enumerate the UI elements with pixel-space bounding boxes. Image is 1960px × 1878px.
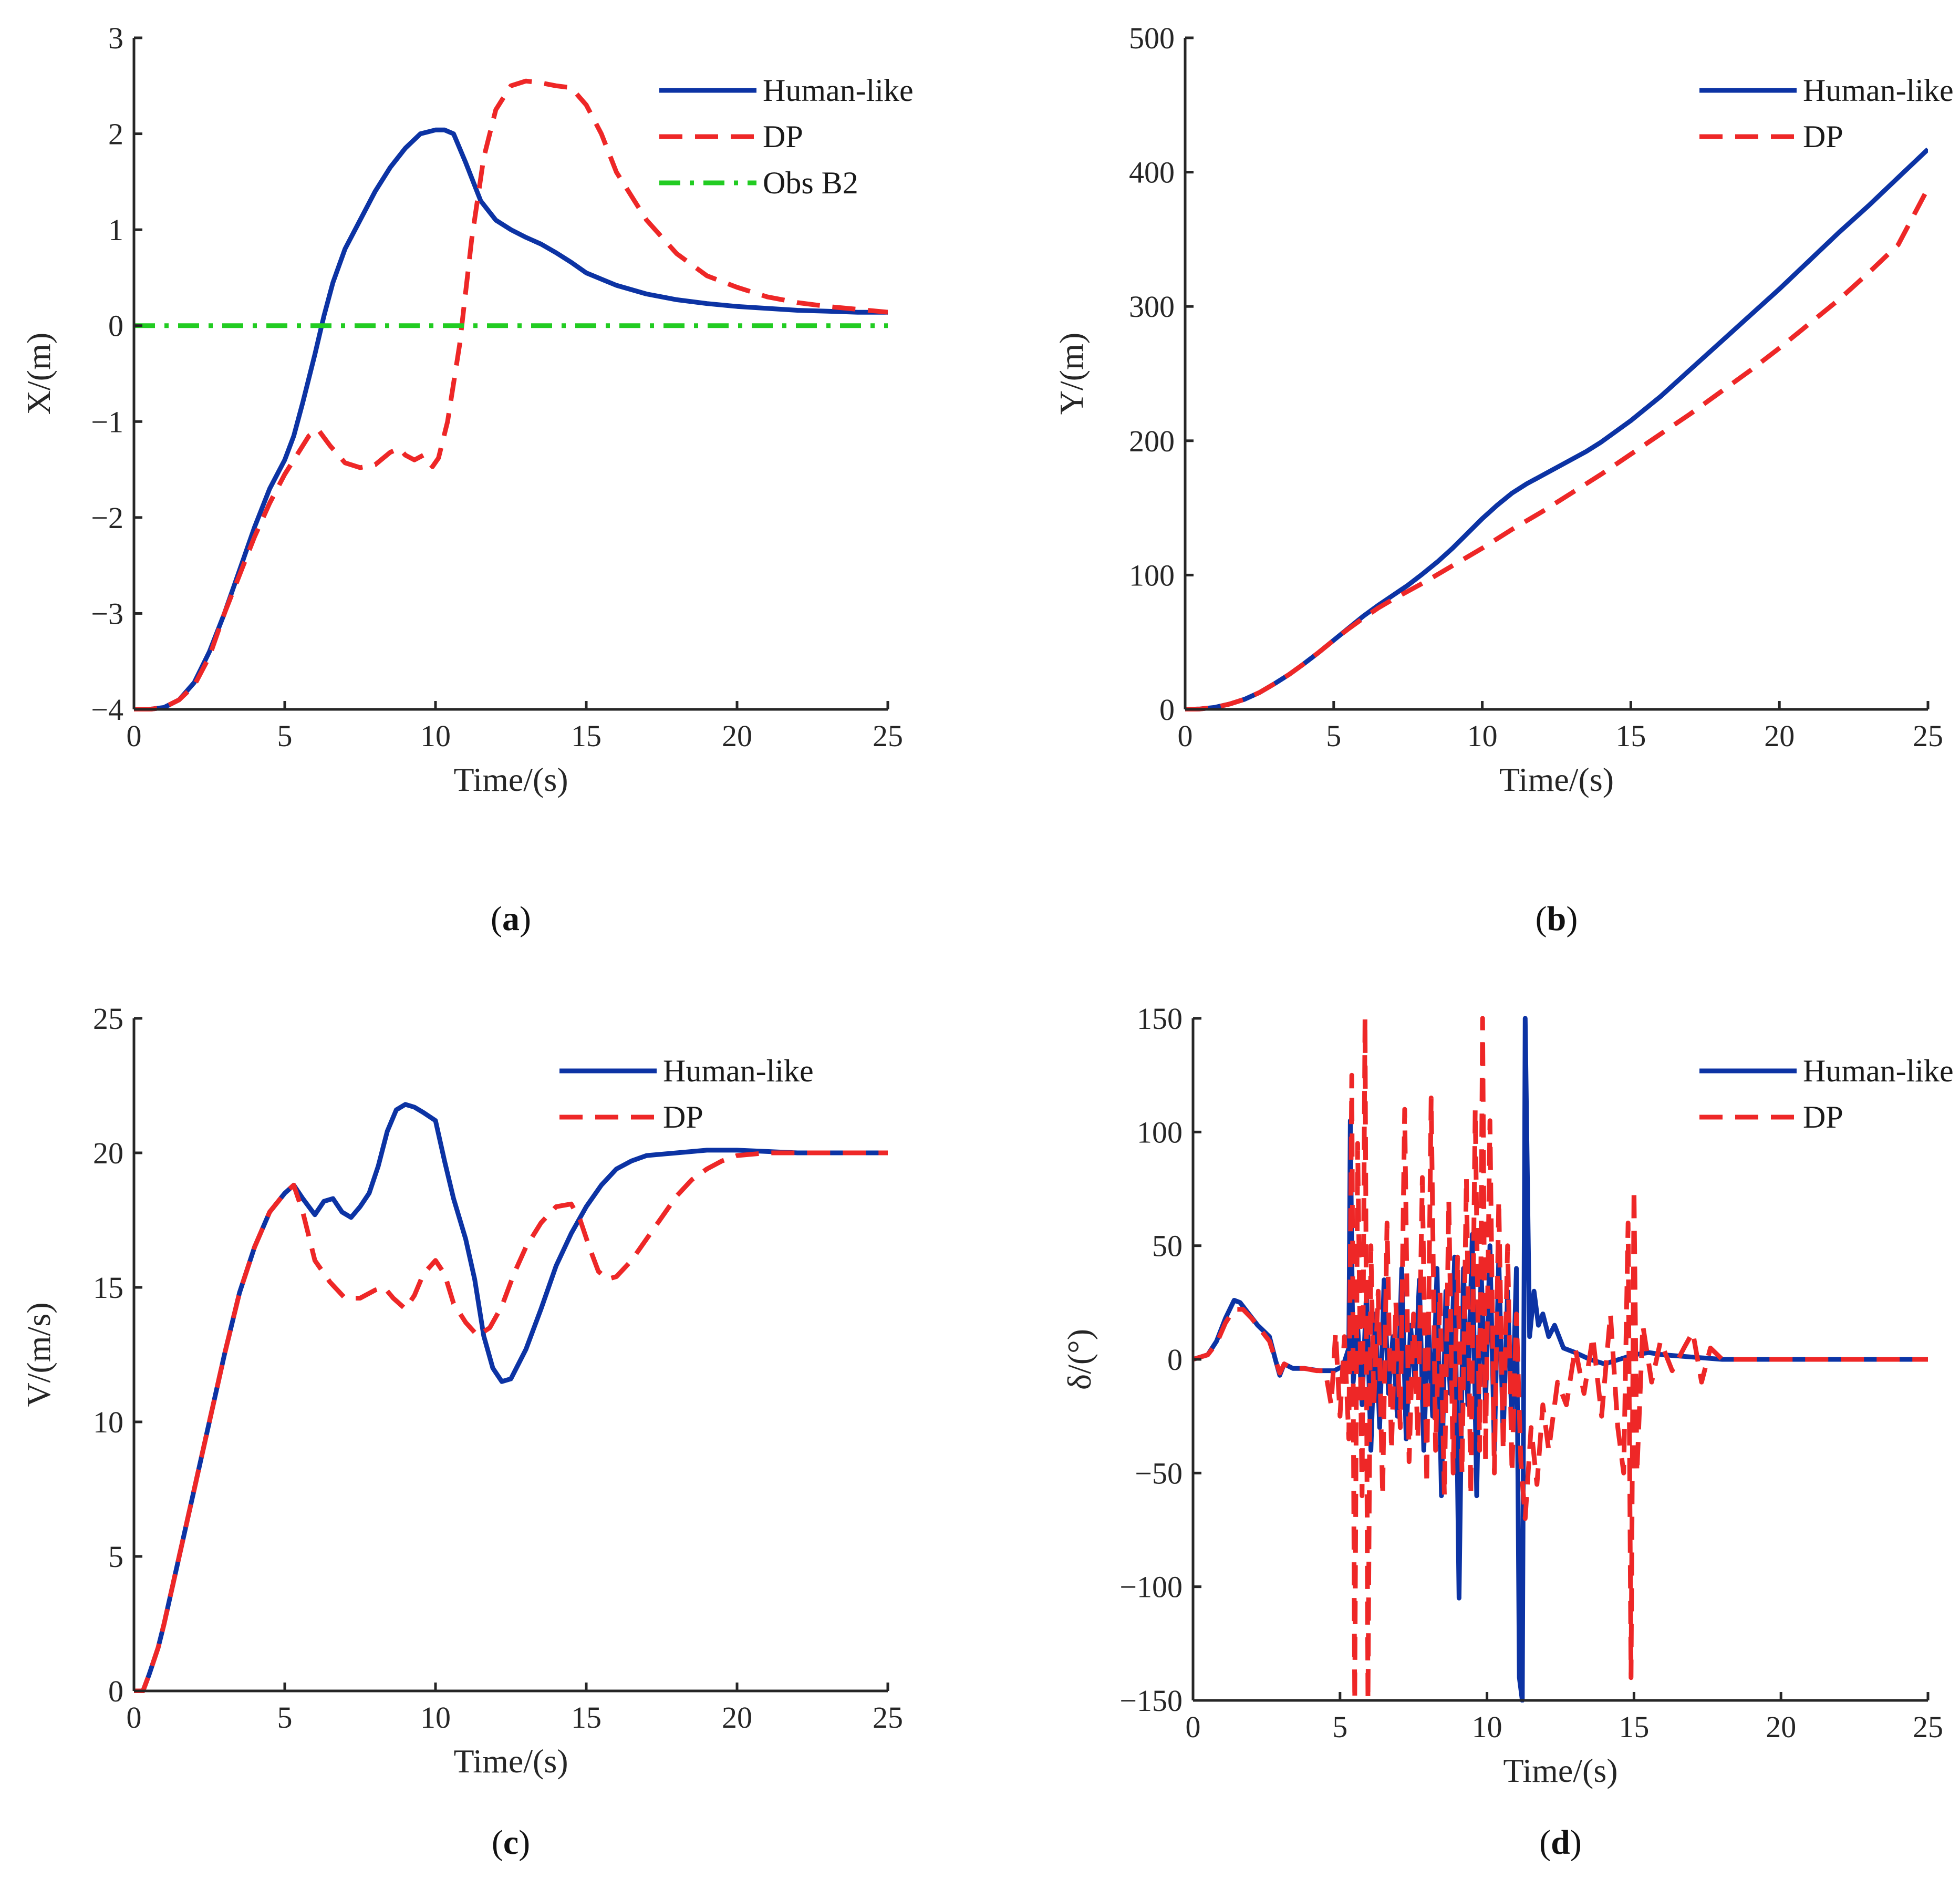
y-tick-label: 5 xyxy=(108,1540,123,1574)
y-tick-label: 3 xyxy=(108,21,123,55)
x-tick-label: 25 xyxy=(873,1700,903,1735)
x-tick-label: 20 xyxy=(722,719,752,753)
x-tick-label: 25 xyxy=(873,719,903,753)
x-axis-label: Time/(s) xyxy=(1503,1752,1617,1789)
y-tick-label: 200 xyxy=(1129,424,1175,458)
series-group xyxy=(1185,147,1928,711)
y-tick-label: 100 xyxy=(1129,558,1175,592)
y-axis-label: Y/(m) xyxy=(1053,333,1090,415)
chart-panel-a: 0 5 10 15 20 25 −4 −3 −2 −1 0 1 2 3 Time/(s) X/(m) Human… xyxy=(20,21,914,938)
y-tick-label: 1 xyxy=(108,213,123,247)
legend-label: Human-like xyxy=(1803,73,1954,108)
legend-label: Obs B2 xyxy=(763,166,858,200)
series-line-human-like xyxy=(134,1102,888,1693)
y-axis-label: X/(m) xyxy=(20,333,57,415)
x-axis-label: Time/(s) xyxy=(453,1742,568,1780)
y-tick-label: 20 xyxy=(93,1136,123,1170)
legend: Human-like DP xyxy=(1699,1054,1954,1134)
series-group xyxy=(134,78,888,711)
y-tick-label: −2 xyxy=(91,501,123,535)
x-tick-label: 10 xyxy=(420,719,451,753)
x-tick-label: 20 xyxy=(1766,1710,1796,1744)
x-tick-label: 15 xyxy=(1619,1710,1649,1744)
x-tick-label: 15 xyxy=(571,719,602,753)
legend: Human-like DP xyxy=(1699,73,1954,154)
x-tick-label: 0 xyxy=(127,719,142,753)
legend: Human-like DP xyxy=(559,1054,814,1134)
y-axis-label: V/(m/s) xyxy=(20,1302,57,1407)
x-tick-label: 10 xyxy=(1472,1710,1502,1744)
x-axis-label: Time/(s) xyxy=(453,761,568,798)
panel-caption: (d) xyxy=(1539,1823,1582,1862)
legend-label: Human-like xyxy=(1803,1054,1954,1088)
y-tick-label: 150 xyxy=(1137,1002,1183,1036)
legend-label: DP xyxy=(763,119,803,154)
y-tick-label: 2 xyxy=(108,117,123,151)
panel-caption: (b) xyxy=(1536,900,1578,938)
y-tick-label: −1 xyxy=(91,405,123,439)
chart-panel-b: 0 5 10 15 20 25 0 100 200 300 400 500 Time/(s) Y/(m) H… xyxy=(1053,21,1954,938)
series-line-human-like xyxy=(134,127,888,711)
x-tick-label: 5 xyxy=(1326,719,1341,753)
x-tick-label: 20 xyxy=(722,1700,752,1735)
y-tick-label: 100 xyxy=(1137,1115,1183,1149)
chart-panel-d: 0 5 10 15 20 25 −150 −100 −50 0 50 100 150 Time/(s) δ/… xyxy=(1061,1002,1954,1862)
x-tick-label: 5 xyxy=(1332,1710,1347,1744)
panel-caption: (c) xyxy=(492,1823,530,1862)
legend: Human-like DP Obs B2 xyxy=(659,73,914,200)
x-tick-label: 0 xyxy=(1186,1710,1201,1744)
legend-label: Human-like xyxy=(663,1054,814,1088)
panel-caption: (a) xyxy=(491,900,531,938)
y-tick-label: 300 xyxy=(1129,290,1175,324)
y-axis-label: δ/(°) xyxy=(1061,1329,1098,1390)
series-group xyxy=(1193,1016,1928,1702)
y-tick-label: −100 xyxy=(1119,1570,1183,1604)
chart-panel-c: 0 5 10 15 20 25 0 5 10 15 20 25 Time/(s) V/(m/s) Human… xyxy=(20,1002,903,1862)
y-tick-label: 0 xyxy=(1167,1343,1183,1377)
y-tick-label: 15 xyxy=(93,1271,123,1305)
x-tick-label: 10 xyxy=(1467,719,1498,753)
legend-label: DP xyxy=(1803,119,1843,154)
legend-label: Human-like xyxy=(763,73,914,108)
y-tick-label: 400 xyxy=(1129,156,1175,190)
x-tick-label: 25 xyxy=(1913,719,1943,753)
series-line-dp xyxy=(1185,187,1928,711)
x-axis-label: Time/(s) xyxy=(1499,761,1614,798)
x-tick-label: 20 xyxy=(1764,719,1795,753)
x-tick-label: 25 xyxy=(1913,1710,1943,1744)
y-tick-label: 0 xyxy=(108,1674,123,1708)
y-tick-label: 0 xyxy=(108,309,123,343)
y-tick-label: 0 xyxy=(1159,693,1175,727)
x-tick-label: 15 xyxy=(1615,719,1646,753)
x-tick-label: 0 xyxy=(127,1700,142,1735)
series-group xyxy=(134,1102,888,1693)
y-tick-label: −150 xyxy=(1119,1684,1183,1718)
x-tick-label: 5 xyxy=(277,719,293,753)
series-line-human-like xyxy=(1185,147,1928,711)
legend-label: DP xyxy=(1803,1100,1843,1134)
y-tick-label: 50 xyxy=(1152,1229,1183,1263)
x-tick-label: 15 xyxy=(571,1700,602,1735)
x-tick-label: 10 xyxy=(420,1700,451,1735)
legend-label: DP xyxy=(663,1100,703,1134)
x-tick-label: 0 xyxy=(1178,719,1193,753)
y-tick-label: 10 xyxy=(93,1405,123,1439)
y-tick-label: −3 xyxy=(91,596,123,631)
y-tick-label: 25 xyxy=(93,1002,123,1036)
y-tick-label: 500 xyxy=(1129,21,1175,55)
series-line-dp xyxy=(134,1150,888,1693)
x-tick-label: 5 xyxy=(277,1700,293,1735)
y-tick-label: −4 xyxy=(91,693,123,727)
y-tick-label: −50 xyxy=(1135,1456,1183,1490)
series-line-dp xyxy=(134,78,888,711)
